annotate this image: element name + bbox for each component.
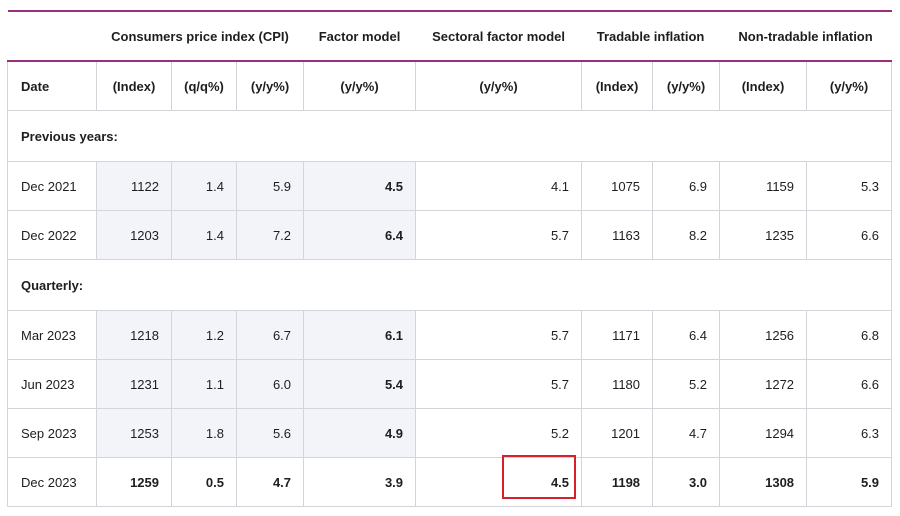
cell-date: Jun 2023 [7, 359, 97, 409]
group-header-non-tradable: Non-tradable inflation [719, 10, 892, 62]
highlighted-value: 4.5 [550, 474, 570, 490]
table-row-latest: Dec 2023 1259 0.5 4.7 3.9 4.5 1198 3.0 1… [7, 455, 893, 507]
cell-cpi-index: 1231 [96, 359, 172, 409]
cell-date: Mar 2023 [7, 310, 97, 360]
section-label-previous-years: Previous years: [6, 110, 893, 162]
cell-sectoral-factor-model: 5.2 [415, 408, 583, 458]
cell-tradable-index: 1171 [581, 310, 654, 360]
cell-cpi-qq: 0.5 [171, 457, 237, 507]
cell-non-tradable-index: 1294 [719, 408, 808, 458]
cell-factor-model: 3.9 [303, 457, 417, 507]
cell-non-tradable-yy: 5.3 [806, 161, 893, 211]
cell-cpi-yy: 6.0 [235, 359, 305, 409]
group-header-row: Consumers price index (CPI) Factor model… [7, 10, 892, 62]
cell-cpi-yy: 5.6 [235, 408, 305, 458]
sub-header-cpi-index: (Index) [96, 61, 172, 111]
cell-tradable-yy: 3.0 [652, 457, 721, 507]
cell-cpi-index: 1259 [96, 457, 172, 507]
cell-date: Dec 2021 [7, 161, 97, 211]
cell-non-tradable-index: 1256 [719, 310, 808, 360]
table-row: Mar 2023 1218 1.2 6.7 6.1 5.7 1171 6.4 1… [7, 310, 893, 360]
group-header-factor-model: Factor model [303, 10, 416, 62]
cell-sectoral-factor-model: 4.1 [415, 161, 583, 211]
table-row: Jun 2023 1231 1.1 6.0 5.4 5.7 1180 5.2 1… [7, 359, 893, 409]
cell-tradable-yy: 6.9 [652, 161, 721, 211]
sub-header-row: Date (Index) (q/q%) (y/y%) (y/y%) (y/y%)… [7, 61, 893, 111]
sub-header-cpi-qq: (q/q%) [171, 61, 237, 111]
cell-tradable-yy: 5.2 [652, 359, 721, 409]
cell-cpi-qq: 1.1 [171, 359, 237, 409]
cell-tradable-index: 1198 [581, 457, 654, 507]
sub-header-sfm-yy: (y/y%) [415, 61, 583, 111]
cell-sectoral-factor-model-highlighted: 4.5 [415, 455, 583, 507]
cell-sectoral-factor-model: 5.7 [415, 210, 583, 260]
table-row: Dec 2022 1203 1.4 7.2 6.4 5.7 1163 8.2 1… [7, 210, 893, 260]
sub-header-non-tradable-index: (Index) [719, 61, 808, 111]
cell-factor-model: 5.4 [303, 359, 417, 409]
cell-cpi-qq: 1.4 [171, 210, 237, 260]
cell-sectoral-factor-model: 5.7 [415, 310, 583, 360]
sub-header-tradable-yy: (y/y%) [652, 61, 721, 111]
sub-header-date: Date [7, 61, 97, 111]
cell-non-tradable-yy: 6.6 [806, 359, 893, 409]
cell-non-tradable-yy: 5.9 [806, 457, 893, 507]
cell-non-tradable-index: 1235 [719, 210, 808, 260]
group-header-blank [7, 10, 97, 62]
group-header-sectoral-factor-model: Sectoral factor model [415, 10, 582, 62]
cell-non-tradable-yy: 6.6 [806, 210, 893, 260]
cell-date: Dec 2022 [7, 210, 97, 260]
cell-cpi-yy: 7.2 [235, 210, 305, 260]
cell-factor-model: 6.1 [303, 310, 417, 360]
section-row-quarterly: Quarterly: [6, 259, 893, 311]
sub-header-cpi-yy: (y/y%) [235, 61, 305, 111]
cell-sectoral-factor-model: 5.7 [415, 359, 583, 409]
cell-non-tradable-index: 1159 [719, 161, 808, 211]
cell-date: Sep 2023 [7, 408, 97, 458]
cell-non-tradable-yy: 6.8 [806, 310, 893, 360]
sub-header-fm-yy: (y/y%) [303, 61, 417, 111]
cell-date: Dec 2023 [7, 457, 97, 507]
section-label-quarterly: Quarterly: [6, 259, 893, 311]
cell-non-tradable-yy: 6.3 [806, 408, 893, 458]
cell-factor-model: 6.4 [303, 210, 417, 260]
cell-cpi-qq: 1.2 [171, 310, 237, 360]
cell-non-tradable-index: 1272 [719, 359, 808, 409]
cell-cpi-yy: 4.7 [235, 457, 305, 507]
cell-tradable-yy: 8.2 [652, 210, 721, 260]
cell-cpi-index: 1122 [96, 161, 172, 211]
cell-tradable-index: 1163 [581, 210, 654, 260]
cell-factor-model: 4.9 [303, 408, 417, 458]
group-header-cpi: Consumers price index (CPI) [96, 10, 304, 62]
sub-header-tradable-index: (Index) [581, 61, 654, 111]
cell-cpi-index: 1218 [96, 310, 172, 360]
cell-cpi-qq: 1.8 [171, 408, 237, 458]
group-header-tradable: Tradable inflation [581, 10, 720, 62]
table-row: Dec 2021 1122 1.4 5.9 4.5 4.1 1075 6.9 1… [7, 161, 893, 211]
cell-tradable-yy: 4.7 [652, 408, 721, 458]
cell-tradable-index: 1201 [581, 408, 654, 458]
cell-cpi-yy: 6.7 [235, 310, 305, 360]
inflation-table: Consumers price index (CPI) Factor model… [6, 10, 893, 507]
cell-tradable-yy: 6.4 [652, 310, 721, 360]
cell-cpi-index: 1253 [96, 408, 172, 458]
cell-tradable-index: 1075 [581, 161, 654, 211]
cell-factor-model: 4.5 [303, 161, 417, 211]
cell-non-tradable-index: 1308 [719, 457, 808, 507]
inflation-table-container: Consumers price index (CPI) Factor model… [6, 10, 893, 507]
cell-cpi-qq: 1.4 [171, 161, 237, 211]
cell-cpi-index: 1203 [96, 210, 172, 260]
cell-cpi-yy: 5.9 [235, 161, 305, 211]
cell-tradable-index: 1180 [581, 359, 654, 409]
section-row-previous-years: Previous years: [6, 110, 893, 162]
table-row: Sep 2023 1253 1.8 5.6 4.9 5.2 1201 4.7 1… [7, 408, 893, 458]
sub-header-non-tradable-yy: (y/y%) [806, 61, 893, 111]
